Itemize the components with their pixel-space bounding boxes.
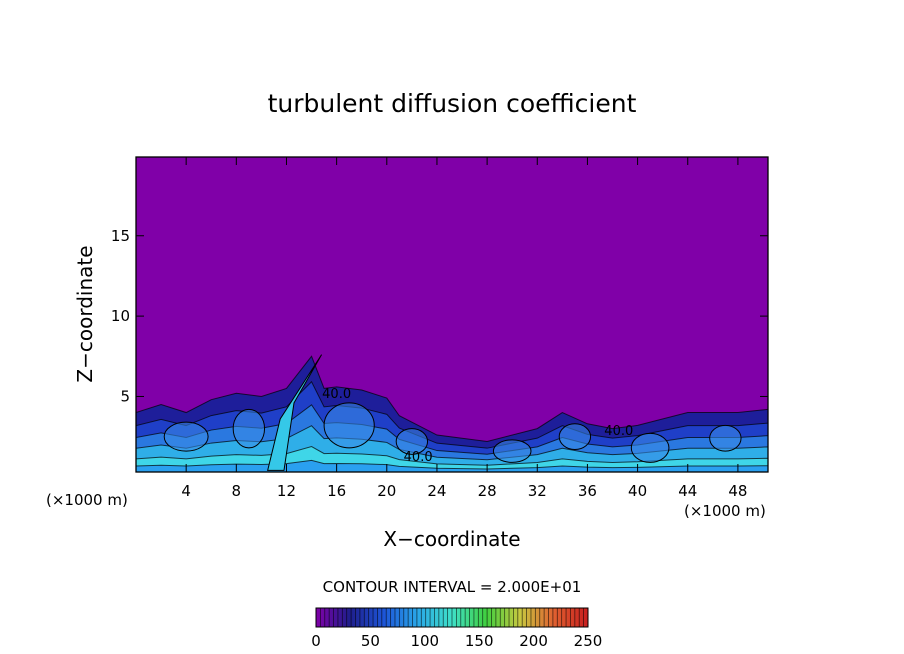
chart-title: turbulent diffusion coefficient bbox=[268, 89, 637, 118]
colorbar-tick-label: 250 bbox=[574, 632, 603, 650]
colorbar-tick-label: 200 bbox=[519, 632, 548, 650]
x-tick-label: 36 bbox=[578, 482, 597, 500]
eddy-contour bbox=[395, 428, 429, 455]
turbulence-field bbox=[136, 354, 768, 472]
plume-streak bbox=[267, 354, 323, 471]
contour-labels: 40.0 40.0 40.0 bbox=[322, 387, 633, 465]
eddy-contour bbox=[709, 424, 742, 452]
colorbar-tick-label: 0 bbox=[311, 632, 321, 650]
x-tick-label: 48 bbox=[728, 482, 747, 500]
colorbar-frame bbox=[315, 607, 589, 628]
colorbar-tick-labels: 0 50 100 150 200 250 bbox=[311, 632, 602, 650]
colorbar-tick-label: 50 bbox=[361, 632, 380, 650]
x-tick-label: 8 bbox=[232, 482, 242, 500]
contour-interval-text: CONTOUR INTERVAL = 2.000E+01 bbox=[323, 578, 582, 596]
y-tick-label: 15 bbox=[111, 227, 130, 245]
x-tick-label: 44 bbox=[678, 482, 697, 500]
eddy-contour bbox=[558, 423, 592, 450]
x-tick-label: 40 bbox=[628, 482, 647, 500]
contour-label: 40.0 bbox=[604, 424, 633, 439]
x-unit-right: (×1000 m) bbox=[684, 502, 766, 520]
x-unit-left: (×1000 m) bbox=[46, 491, 128, 509]
y-axis-label: Z−coordinate bbox=[73, 245, 97, 382]
contour-label: 40.0 bbox=[404, 450, 433, 465]
colorbar-tick-label: 100 bbox=[410, 632, 439, 650]
x-tick-label: 28 bbox=[478, 482, 497, 500]
eddy-contour bbox=[323, 402, 375, 449]
eddy-contour bbox=[163, 421, 209, 452]
x-tick-label: 12 bbox=[277, 482, 296, 500]
field-layer bbox=[136, 459, 768, 472]
contour-label: 40.0 bbox=[322, 387, 351, 402]
y-tick-label: 10 bbox=[111, 307, 130, 325]
x-tick-label: 32 bbox=[528, 482, 547, 500]
x-tick-label: 24 bbox=[427, 482, 446, 500]
colorbar-stripes bbox=[319, 608, 585, 627]
y-axis-ticks: 5 10 15 bbox=[111, 227, 768, 405]
x-tick-label: 20 bbox=[377, 482, 396, 500]
x-axis-ticks: 4 8 12 16 20 24 28 32 36 40 44 48 bbox=[181, 157, 747, 500]
colorbar-tick-label: 150 bbox=[465, 632, 494, 650]
x-axis-label: X−coordinate bbox=[383, 527, 520, 551]
eddy-contour bbox=[232, 408, 266, 449]
y-tick-label: 5 bbox=[120, 387, 130, 405]
plot-frame bbox=[135, 156, 769, 473]
eddy-contour bbox=[492, 439, 532, 463]
eddy-contour bbox=[630, 432, 670, 463]
x-tick-label: 16 bbox=[327, 482, 346, 500]
x-tick-label: 4 bbox=[181, 482, 191, 500]
